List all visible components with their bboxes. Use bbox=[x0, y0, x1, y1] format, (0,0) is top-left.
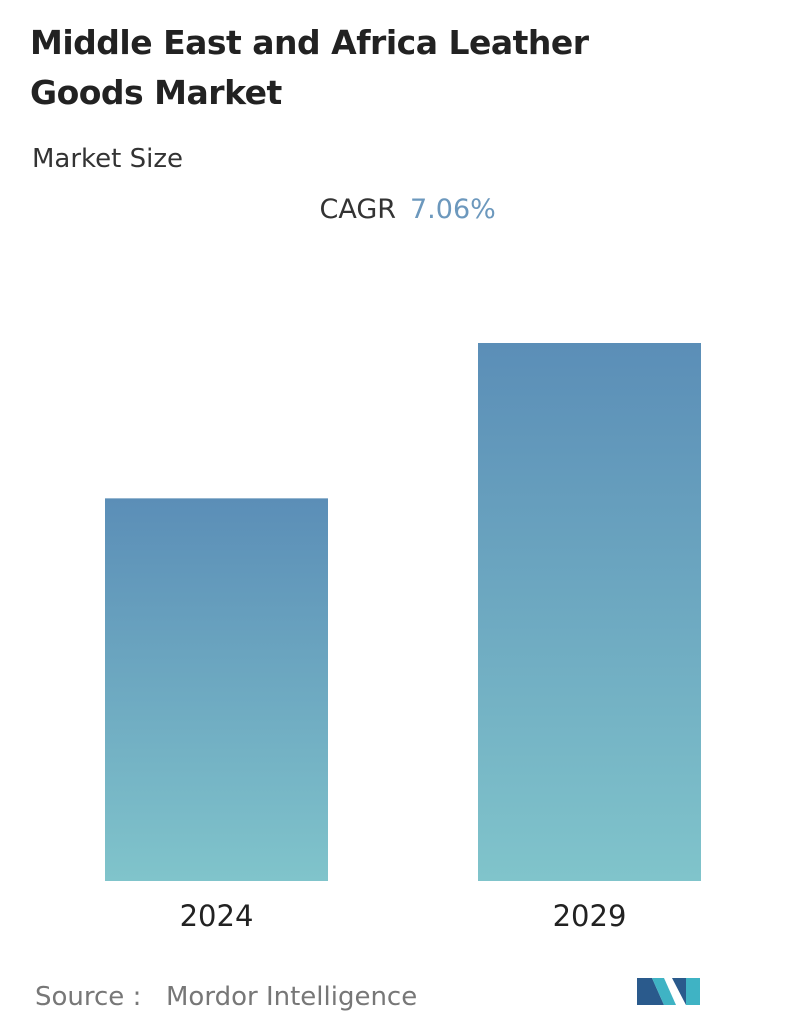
title-box: Middle East and Africa Leather Goods Mar… bbox=[30, 23, 589, 112]
bar bbox=[105, 498, 328, 881]
bar bbox=[478, 343, 701, 881]
source-label: Source : bbox=[35, 982, 141, 1012]
cagr-value: 7.06% bbox=[410, 194, 496, 225]
x-tick-label: 2029 bbox=[553, 899, 627, 933]
cagr-label: CAGR bbox=[319, 194, 396, 225]
chart-title: Middle East and Africa Leather Goods Mar… bbox=[30, 23, 589, 112]
x-tick-label: 2024 bbox=[180, 899, 254, 933]
source: Mordor Intelligence bbox=[166, 982, 417, 1012]
subtitle: Market Size bbox=[32, 144, 183, 174]
logo bbox=[637, 978, 700, 1005]
